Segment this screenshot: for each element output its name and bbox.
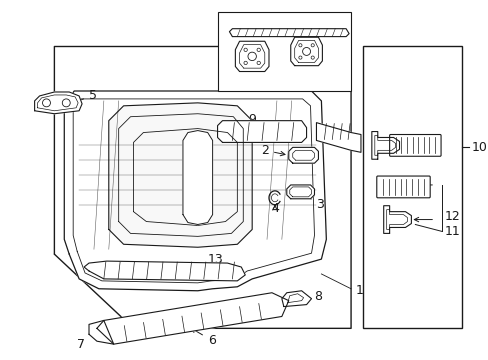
Polygon shape xyxy=(84,261,245,281)
Circle shape xyxy=(42,99,50,107)
Text: 4: 4 xyxy=(270,202,278,215)
Circle shape xyxy=(257,48,260,51)
Circle shape xyxy=(310,44,314,47)
Text: 13: 13 xyxy=(176,253,223,273)
Circle shape xyxy=(298,44,302,47)
Circle shape xyxy=(310,56,314,59)
Circle shape xyxy=(244,61,247,64)
Polygon shape xyxy=(183,131,212,225)
Polygon shape xyxy=(235,41,268,72)
Circle shape xyxy=(257,61,260,64)
Polygon shape xyxy=(217,121,306,143)
Text: 12: 12 xyxy=(444,210,460,223)
Circle shape xyxy=(244,48,247,51)
Polygon shape xyxy=(89,320,114,344)
Polygon shape xyxy=(286,185,314,199)
Polygon shape xyxy=(97,293,288,344)
Text: 10: 10 xyxy=(471,141,487,154)
Polygon shape xyxy=(54,46,350,328)
Polygon shape xyxy=(229,29,348,37)
Circle shape xyxy=(62,99,70,107)
Text: 3: 3 xyxy=(309,194,324,211)
Bar xyxy=(362,46,461,328)
Polygon shape xyxy=(288,147,318,163)
Bar xyxy=(217,12,350,91)
Text: 6: 6 xyxy=(191,328,215,347)
Polygon shape xyxy=(64,91,325,291)
Polygon shape xyxy=(371,131,399,159)
Polygon shape xyxy=(316,123,360,152)
Polygon shape xyxy=(281,291,311,307)
Text: 1: 1 xyxy=(355,284,363,297)
Polygon shape xyxy=(383,206,410,233)
Circle shape xyxy=(302,48,310,55)
Polygon shape xyxy=(290,37,322,66)
Text: 11: 11 xyxy=(444,225,460,238)
Circle shape xyxy=(298,56,302,59)
Text: 9: 9 xyxy=(248,113,257,132)
FancyBboxPatch shape xyxy=(376,176,429,198)
Polygon shape xyxy=(35,92,82,114)
Text: 5: 5 xyxy=(75,89,97,103)
Text: 2: 2 xyxy=(261,144,285,157)
Text: 7: 7 xyxy=(77,338,85,351)
FancyBboxPatch shape xyxy=(389,135,440,156)
Text: 8: 8 xyxy=(296,290,322,303)
Circle shape xyxy=(247,52,256,60)
Polygon shape xyxy=(108,103,252,247)
